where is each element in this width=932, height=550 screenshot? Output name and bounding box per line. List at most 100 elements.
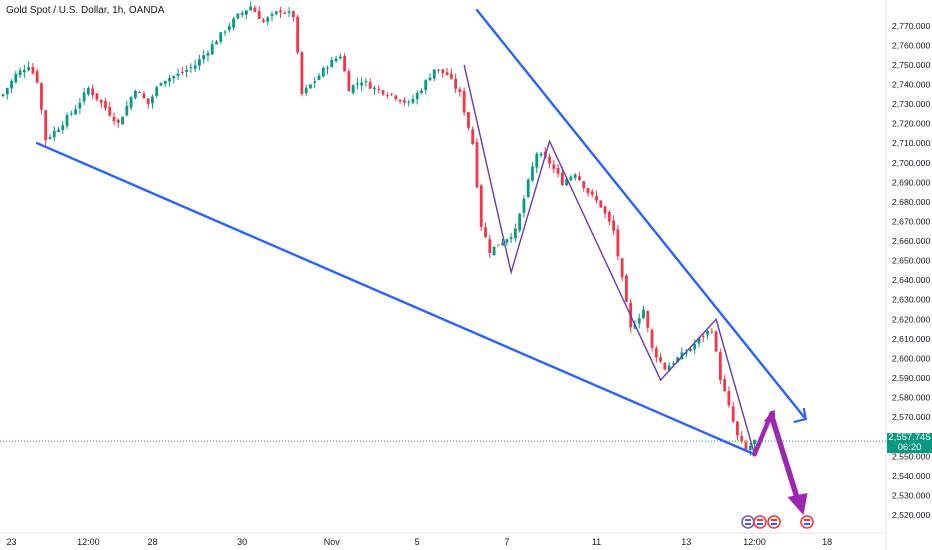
candle-body	[249, 6, 253, 11]
y-tick-label: 2,660.000	[892, 236, 930, 246]
candle-body	[744, 442, 748, 450]
lightning-event-icon[interactable]	[741, 515, 755, 529]
candle-body	[424, 80, 428, 90]
y-tick-label: 2,570.000	[892, 412, 930, 422]
candle-body	[637, 318, 641, 324]
candle-body	[326, 67, 329, 69]
us-flag-event-icon-ring	[767, 515, 781, 529]
candle-body	[116, 119, 120, 123]
candle-body	[706, 330, 709, 335]
us-flag-event-icon-stripe	[771, 519, 777, 521]
candle-body	[168, 77, 171, 82]
candle-body	[108, 107, 112, 116]
candle-body	[420, 90, 423, 93]
x-tick-label: 5	[415, 537, 420, 547]
candle-body	[257, 11, 261, 19]
candle-body	[578, 176, 581, 181]
candle-body	[586, 188, 590, 194]
candle-body	[104, 101, 107, 109]
candle-body	[620, 258, 624, 278]
lightning-event-icon-stripe	[745, 523, 751, 525]
candle-body	[240, 12, 244, 15]
candle-body	[475, 142, 479, 188]
candle-body	[78, 102, 82, 109]
y-tick-label: 2,580.000	[892, 393, 930, 403]
candle-body	[40, 83, 43, 110]
bar-countdown: 06:20	[897, 442, 922, 454]
candle-body	[5, 88, 9, 95]
candle-body	[740, 435, 744, 442]
candle-body	[556, 167, 560, 174]
candle-body	[654, 348, 658, 358]
candle-body	[44, 110, 48, 141]
candle-body	[390, 93, 393, 95]
candle-body	[202, 55, 206, 60]
y-tick-label: 2,740.000	[892, 79, 930, 89]
candle-body	[633, 324, 637, 329]
trendline[interactable]	[35, 141, 756, 456]
candle-body	[646, 311, 650, 328]
us-flag-event-icon[interactable]	[800, 515, 814, 529]
candle-body	[385, 95, 389, 97]
candle-body	[133, 90, 137, 98]
trendline[interactable]	[475, 8, 807, 421]
candle-body	[65, 115, 69, 126]
candle-body	[99, 99, 103, 103]
candle-body	[87, 88, 90, 95]
forecast-down-leg	[769, 416, 801, 502]
candle-body	[10, 80, 13, 89]
candle-body	[1, 94, 5, 96]
candle-body	[129, 97, 133, 108]
time-axis[interactable]: 23 12:00 28 30 Nov 5 7 11 13 12:00 18	[7, 537, 833, 547]
candle-body	[31, 66, 35, 74]
us-flag-event-icon[interactable]	[753, 515, 767, 529]
candle-body	[223, 31, 227, 33]
candle-body	[360, 82, 364, 86]
candle-body	[377, 89, 381, 91]
candle-body	[603, 206, 607, 214]
candle-body	[244, 10, 248, 15]
candle-body	[441, 69, 445, 74]
candle-body	[22, 70, 26, 73]
candle-body	[753, 439, 756, 445]
x-tick-label: 12:00	[743, 537, 766, 547]
y-tick-label: 2,710.000	[892, 138, 930, 148]
y-tick-label: 2,540.000	[892, 471, 930, 481]
trendline-arrowhead	[793, 407, 808, 424]
zigzag-pattern[interactable]	[463, 64, 756, 455]
candle-body	[300, 52, 304, 94]
y-tick-label: 2,750.000	[892, 60, 930, 70]
candle-body	[718, 352, 722, 381]
candle-body	[569, 176, 573, 181]
candle-body	[671, 363, 675, 365]
candle-body	[309, 84, 312, 89]
candle-body	[727, 391, 731, 406]
y-tick-label: 2,670.000	[892, 216, 930, 226]
candle-body	[262, 19, 265, 22]
candle-body	[710, 331, 714, 333]
candle-body	[467, 112, 470, 128]
price-axis[interactable]: 2,770.000 2,760.000 2,750.000 2,740.000 2,73…	[892, 21, 930, 520]
candle-body	[449, 73, 453, 79]
candle-body	[650, 329, 654, 348]
candle-body	[595, 196, 598, 201]
candle-body	[232, 18, 235, 28]
candle-body	[334, 58, 338, 62]
economic-events	[741, 515, 814, 529]
y-tick-label: 2,730.000	[892, 99, 930, 109]
candle-body	[736, 421, 739, 436]
candle-body	[368, 81, 372, 89]
x-tick-label: 23	[7, 537, 17, 547]
candle-body	[321, 67, 325, 77]
candle-body	[210, 44, 214, 55]
candle-body	[552, 164, 556, 169]
candle-body	[317, 75, 321, 80]
y-tick-label: 2,630.000	[892, 295, 930, 305]
candle-body	[364, 81, 368, 83]
candle-body	[693, 344, 697, 350]
us-flag-event-icon[interactable]	[767, 515, 781, 529]
candle-body	[501, 242, 504, 246]
us-flag-event-icon-stripe	[757, 519, 763, 521]
